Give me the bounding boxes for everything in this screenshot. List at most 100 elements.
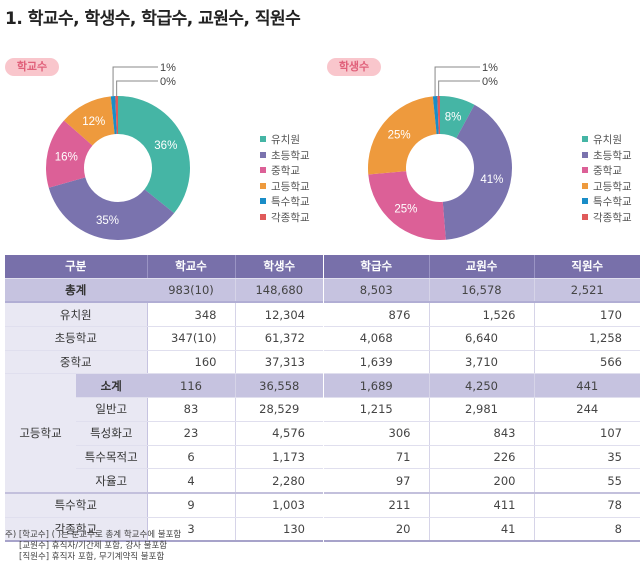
header-teachers: 교원수 [429, 255, 535, 279]
row-group-label: 고등학교 [5, 373, 76, 494]
cell-classes: 211 [324, 492, 430, 518]
legend-item-중학교: 중학교 [260, 164, 310, 180]
row-label: 특성화고 [76, 421, 148, 446]
legend-item-중학교: 중학교 [582, 164, 632, 180]
legend-item-각종학교: 각종학교 [582, 211, 632, 227]
cell-classes: 1,215 [324, 397, 430, 422]
cell-students: 1,173 [235, 445, 323, 470]
slice-label: 35% [96, 215, 119, 227]
cell-classes: 97 [324, 468, 430, 494]
header-classes: 학급수 [324, 255, 430, 279]
student-count-chart: 학생수 8% 41% 25% 25% 1% 0% 유치원 초등학교 중학교 고등학교 특수학교 각종… [322, 55, 644, 240]
legend-label: 초등학교 [593, 149, 632, 162]
cell-schools: 347(10) [147, 326, 236, 351]
cell-classes: 876 [324, 302, 430, 328]
cell-classes: 8,503 [324, 278, 430, 304]
legend-label: 중학교 [271, 165, 300, 177]
cell-staff: 441 [534, 373, 640, 399]
legend-swatch [260, 136, 266, 142]
cell-classes: 4,068 [324, 326, 430, 351]
cell-staff: 1,258 [534, 326, 640, 351]
donut-slice-각종학교 [115, 96, 118, 135]
cell-teachers: 226 [429, 445, 535, 470]
donut-slice-각종학교 [437, 96, 440, 135]
cell-schools: 83 [147, 397, 236, 422]
slice-label-outside: 1% [160, 62, 176, 74]
legend-label: 고등학교 [593, 180, 632, 193]
row-label: 초등학교 [5, 326, 148, 351]
donut-slice-유치원 [440, 96, 475, 139]
row-label: 총계 [5, 278, 148, 304]
legend-label: 초등학교 [271, 149, 310, 162]
cell-students: 4,576 [235, 421, 323, 446]
footnotes: 주) [학교수] ( )는 분교수로 총계 학교수에 불포함 [교원수] 휴직자… [5, 530, 181, 563]
donut-slice-초등학교 [48, 177, 175, 240]
cell-schools: 983(10) [147, 278, 236, 304]
table-row: 20 41 8 [324, 517, 640, 543]
cell-classes: 1,639 [324, 350, 430, 375]
table-row-high-subtotal: 1,689 4,250 441 [324, 373, 640, 399]
legend-label: 중학교 [593, 165, 622, 177]
cell-students: 148,680 [235, 278, 323, 304]
legend-swatch [582, 136, 588, 142]
cell-staff: 55 [534, 468, 640, 494]
chart-title-badge: 학생수 [327, 58, 381, 76]
legend-item-초등학교: 초등학교 [582, 149, 632, 165]
legend-swatch [260, 151, 266, 158]
table-row: 71 226 35 [324, 445, 640, 470]
stats-table-left: 구분 학교수 학생수 총계 983(10) 148,680 유치원 348 12… [5, 255, 323, 543]
slice-label: 25% [388, 129, 411, 141]
slice-label-outside: 0% [160, 76, 176, 88]
header-students: 학생수 [235, 255, 323, 279]
row-label: 각종학교 [5, 517, 148, 543]
table-row: 특수목적고 6 1,173 [5, 445, 323, 470]
donut-slice-초등학교 [442, 104, 512, 240]
leader-line [434, 66, 480, 97]
table-row: 4,068 6,640 1,258 [324, 326, 640, 351]
legend-swatch [582, 167, 588, 173]
chart-legend: 유치원 초등학교 중학교 고등학교 특수학교 각종학교 [260, 133, 310, 226]
table-row: 1,215 2,981 244 [324, 397, 640, 422]
legend-item-고등학교: 고등학교 [582, 180, 632, 196]
row-label: 특수목적고 [76, 445, 148, 470]
stats-table-right: 학급수 교원수 직원수 8,503 16,578 2,521 876 1,526… [324, 255, 640, 543]
donut-chart-svg: 8% 41% 25% 25% 1% 0% [368, 62, 512, 240]
table-row: 일반고 83 28,529 [5, 397, 323, 422]
slice-label: 41% [480, 174, 503, 186]
cell-schools: 6 [147, 445, 236, 470]
row-label: 중학교 [5, 350, 148, 375]
footnote: [교원수] 휴직자/기간제 포함, 강사 불포함 [19, 541, 168, 551]
legend-swatch [582, 151, 588, 158]
cell-staff: 78 [534, 492, 640, 518]
header-staff: 직원수 [534, 255, 640, 279]
table-row: 211 411 78 [324, 492, 640, 518]
school-count-chart: 학교수 36% 35% 16% 12% 1% 0% 유치원 초등학교 중학교 고등학교 특수학교 각… [0, 55, 322, 240]
legend-label: 고등학교 [271, 180, 310, 193]
cell-students: 61,372 [235, 326, 323, 351]
legend-swatch [260, 167, 266, 173]
row-label: 자율고 [76, 468, 148, 494]
legend-item-고등학교: 고등학교 [260, 180, 310, 196]
cell-schools: 4 [147, 468, 236, 494]
leader-line [116, 80, 158, 97]
leader-line [438, 80, 480, 97]
legend-swatch [582, 182, 588, 189]
legend-item-초등학교: 초등학교 [260, 149, 310, 165]
donut-slice-특수학교 [110, 96, 117, 135]
legend-swatch [260, 182, 266, 189]
legend-item-특수학교: 특수학교 [582, 195, 632, 211]
legend-swatch [582, 198, 588, 204]
legend-item-유치원: 유치원 [260, 133, 310, 149]
cell-schools: 3 [147, 517, 236, 543]
donut-slice-중학교 [368, 171, 446, 240]
cell-staff: 566 [534, 350, 640, 375]
header-schools: 학교수 [147, 255, 236, 279]
donut-slice-중학교 [46, 120, 93, 188]
chart-legend: 유치원 초등학교 중학교 고등학교 특수학교 각종학교 [582, 133, 632, 226]
table-row-total: 총계 983(10) 148,680 [5, 278, 323, 304]
cell-schools: 116 [147, 373, 236, 399]
cell-staff: 2,521 [534, 278, 640, 304]
cell-students: 130 [235, 517, 323, 543]
cell-students: 12,304 [235, 302, 323, 328]
legend-label: 각종학교 [593, 211, 632, 224]
